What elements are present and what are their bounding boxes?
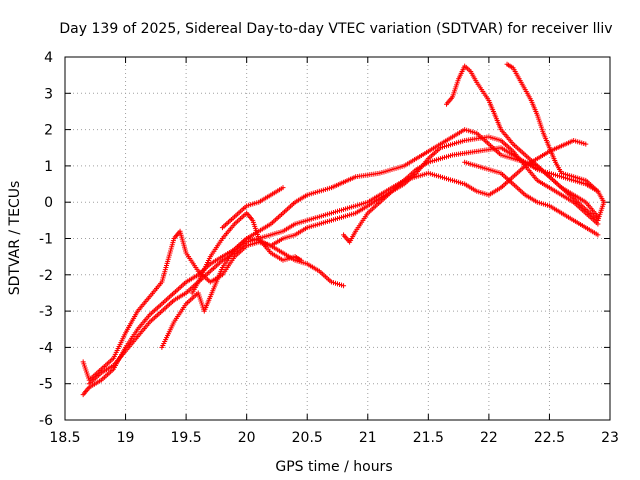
data-point [583,141,589,147]
y-tick-label: 2 [44,123,53,139]
y-tick-label: 4 [44,50,53,66]
series-track-4 [159,236,347,350]
data-point [595,232,601,238]
y-tick-label: 1 [44,159,53,175]
x-tick-label: 22.5 [534,430,565,446]
x-axis-label: GPS time / hours [275,459,392,475]
y-tick-label: 3 [44,86,53,102]
grid-lines [65,57,610,420]
series-track-5 [189,210,304,296]
data-point [298,257,304,263]
y-tick-label: 0 [44,195,53,211]
x-tick-label: 22 [480,430,498,446]
x-tick-label: 21 [359,430,377,446]
axis-ticks: 18.5 19 19.5 20 20.5 21 21.5 22 22.5 23-6-5-4-3-2… [39,50,619,446]
series-layer [80,61,607,398]
y-tick-label: -1 [39,232,53,248]
y-tick-label: -4 [39,340,53,356]
x-tick-label: 21.5 [413,430,444,446]
series-track-1 [80,134,601,383]
y-tick-label: -3 [39,304,53,320]
x-tick-label: 19.5 [171,430,202,446]
x-tick-label: 18.5 [49,430,80,446]
series-track-8 [444,63,601,220]
data-point [595,217,601,223]
chart-title: Day 139 of 2025, Sidereal Day-to-day VTE… [59,21,612,37]
y-tick-label: -6 [39,413,53,429]
y-tick-label: -5 [39,377,53,393]
y-tick-label: -2 [39,268,53,284]
data-point [280,185,286,191]
x-tick-label: 19 [117,430,135,446]
x-tick-label: 23 [601,430,619,446]
series-track-9 [504,61,607,223]
x-tick-label: 20 [238,430,256,446]
data-point [341,283,347,289]
y-axis-label: SDTVAR / TECUs [7,181,23,296]
x-tick-label: 20.5 [292,430,323,446]
series-track-6 [219,185,286,231]
series-track-10 [462,159,601,238]
series-track-7 [341,145,601,245]
